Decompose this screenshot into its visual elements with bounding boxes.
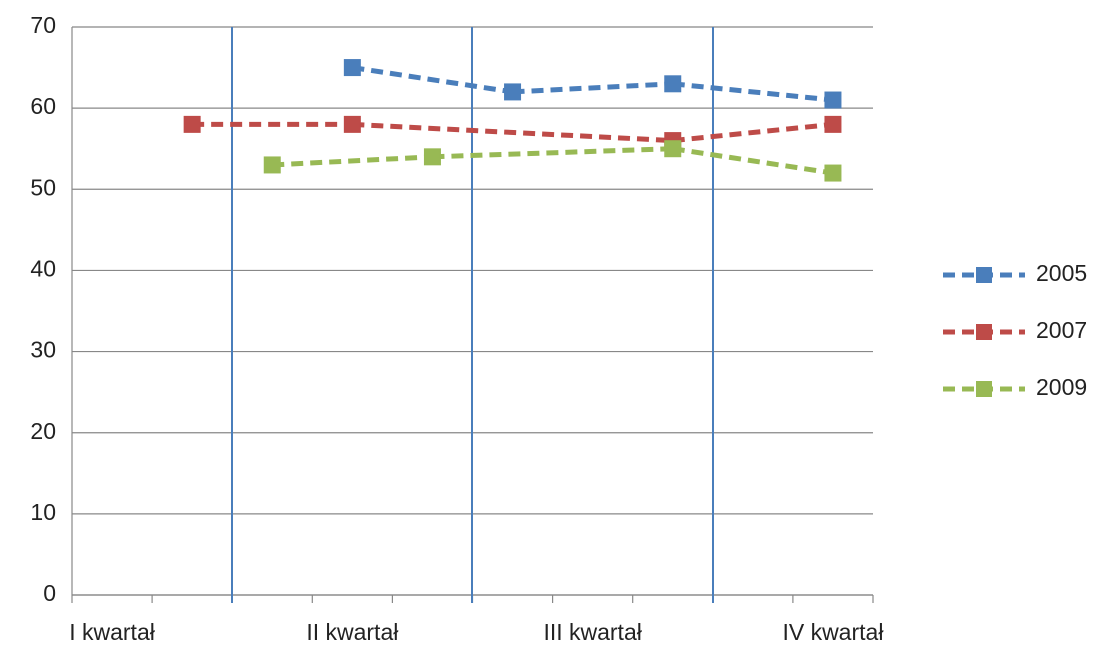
marker xyxy=(423,148,441,166)
legend-marker xyxy=(976,267,992,283)
y-tick-label: 40 xyxy=(30,256,56,282)
legend-marker xyxy=(976,381,992,397)
series-line xyxy=(672,146,834,176)
legend-label: 2005 xyxy=(1036,260,1087,286)
y-tick-label: 60 xyxy=(30,93,56,119)
series-line xyxy=(672,121,834,144)
y-tick-label: 0 xyxy=(43,580,56,606)
legend-label: 2007 xyxy=(1036,317,1087,343)
y-tick-label: 10 xyxy=(30,499,56,525)
marker xyxy=(343,59,361,77)
legend-marker xyxy=(976,324,992,340)
marker xyxy=(824,115,842,133)
y-tick-label: 20 xyxy=(30,418,56,444)
series-line xyxy=(352,121,673,144)
marker xyxy=(263,156,281,174)
marker xyxy=(183,115,201,133)
marker xyxy=(664,75,682,93)
marker xyxy=(504,83,522,101)
y-tick-label: 70 xyxy=(30,12,56,38)
series-line xyxy=(272,154,433,168)
series-line xyxy=(351,65,513,95)
legend-label: 2009 xyxy=(1036,374,1087,400)
x-tick-label: I kwartał xyxy=(69,619,155,645)
x-tick-label: II kwartał xyxy=(306,619,398,645)
series-line xyxy=(432,146,673,160)
y-tick-label: 50 xyxy=(30,174,56,200)
y-tick-label: 30 xyxy=(30,337,56,363)
marker xyxy=(664,140,682,158)
marker xyxy=(824,164,842,182)
series-line xyxy=(672,81,834,103)
marker xyxy=(824,91,842,109)
x-tick-label: III kwartał xyxy=(543,619,641,645)
x-tick-label: IV kwartał xyxy=(782,619,883,645)
series-line xyxy=(512,81,673,95)
marker xyxy=(343,115,361,133)
